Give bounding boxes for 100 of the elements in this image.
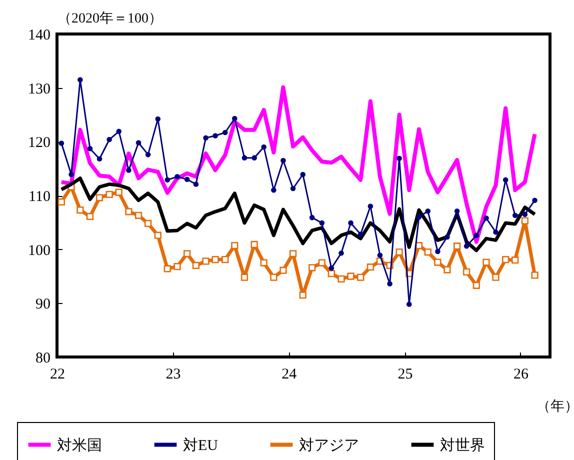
point xyxy=(493,229,498,235)
point xyxy=(472,282,480,289)
point xyxy=(387,281,392,286)
point xyxy=(68,172,74,178)
point xyxy=(463,268,470,276)
point xyxy=(280,158,286,164)
point xyxy=(502,256,510,264)
point xyxy=(115,188,122,196)
y-tick-label: 120 xyxy=(28,135,50,152)
point xyxy=(453,242,461,250)
point xyxy=(212,133,218,138)
point xyxy=(424,248,432,256)
line-series xyxy=(59,85,537,244)
x-tick-label: 24 xyxy=(282,366,298,382)
point xyxy=(231,242,238,250)
point xyxy=(222,130,228,136)
point xyxy=(521,217,529,224)
point xyxy=(242,155,248,160)
point xyxy=(309,214,315,220)
point xyxy=(270,274,278,281)
point xyxy=(96,156,102,162)
legend-label: 対EU xyxy=(183,436,218,454)
x-tick-label: 23 xyxy=(166,366,181,382)
point xyxy=(164,265,171,272)
point xyxy=(396,156,402,161)
point xyxy=(232,116,238,122)
y-tick-label: 90 xyxy=(36,296,50,313)
point xyxy=(203,135,208,141)
point xyxy=(348,220,354,226)
point xyxy=(406,302,412,307)
point xyxy=(347,272,354,280)
point xyxy=(328,266,334,271)
legend-label: 対世界 xyxy=(440,436,485,454)
point xyxy=(377,252,383,258)
point xyxy=(357,274,364,281)
point xyxy=(454,208,460,214)
line-series xyxy=(60,176,537,252)
point xyxy=(416,214,422,220)
point xyxy=(435,248,440,254)
point xyxy=(319,220,325,226)
y-axis-title: （2020年＝100） xyxy=(58,10,162,26)
point xyxy=(106,136,112,142)
point xyxy=(474,232,480,238)
point xyxy=(308,264,316,272)
point xyxy=(502,177,508,183)
legend-label: 対米国 xyxy=(57,436,102,454)
point xyxy=(86,212,94,220)
point xyxy=(202,258,210,265)
point xyxy=(299,292,306,299)
y-tick-label: 110 xyxy=(28,189,50,205)
point xyxy=(358,232,364,237)
x-axis-title: （年） xyxy=(536,398,574,414)
point xyxy=(444,266,451,274)
point xyxy=(444,234,450,240)
point xyxy=(96,194,104,202)
x-tick-label: 25 xyxy=(398,366,413,382)
point xyxy=(318,259,326,266)
point xyxy=(338,275,345,283)
x-tick-label: 22 xyxy=(50,366,65,382)
y-tick-label: 100 xyxy=(28,242,50,259)
point xyxy=(531,272,538,279)
point xyxy=(58,198,66,206)
point xyxy=(300,172,306,178)
point xyxy=(184,176,190,182)
point xyxy=(145,152,151,158)
point xyxy=(522,212,528,217)
point xyxy=(222,256,229,264)
point xyxy=(212,256,219,264)
point xyxy=(144,220,152,228)
point xyxy=(174,262,181,270)
point xyxy=(76,206,84,214)
point xyxy=(134,212,142,219)
point xyxy=(240,274,248,281)
point xyxy=(58,140,64,146)
point xyxy=(106,190,113,198)
point xyxy=(252,155,257,160)
point xyxy=(366,264,374,271)
point xyxy=(193,182,199,187)
point xyxy=(154,232,162,239)
point xyxy=(492,274,500,281)
point xyxy=(184,250,191,258)
x-tick-label: 26 xyxy=(513,366,529,382)
point xyxy=(87,146,93,152)
point xyxy=(338,250,344,256)
point xyxy=(290,186,296,192)
point xyxy=(174,174,180,180)
point xyxy=(368,204,374,209)
point xyxy=(289,250,297,258)
point xyxy=(125,208,132,216)
y-tick-label: 80 xyxy=(36,350,50,366)
point xyxy=(484,215,489,221)
point xyxy=(261,144,266,150)
point xyxy=(512,256,519,264)
point xyxy=(78,77,83,82)
point xyxy=(280,266,287,274)
point xyxy=(116,128,122,134)
y-tick-label: 130 xyxy=(28,81,50,98)
point xyxy=(396,248,403,256)
point xyxy=(328,270,335,278)
point xyxy=(164,177,170,183)
